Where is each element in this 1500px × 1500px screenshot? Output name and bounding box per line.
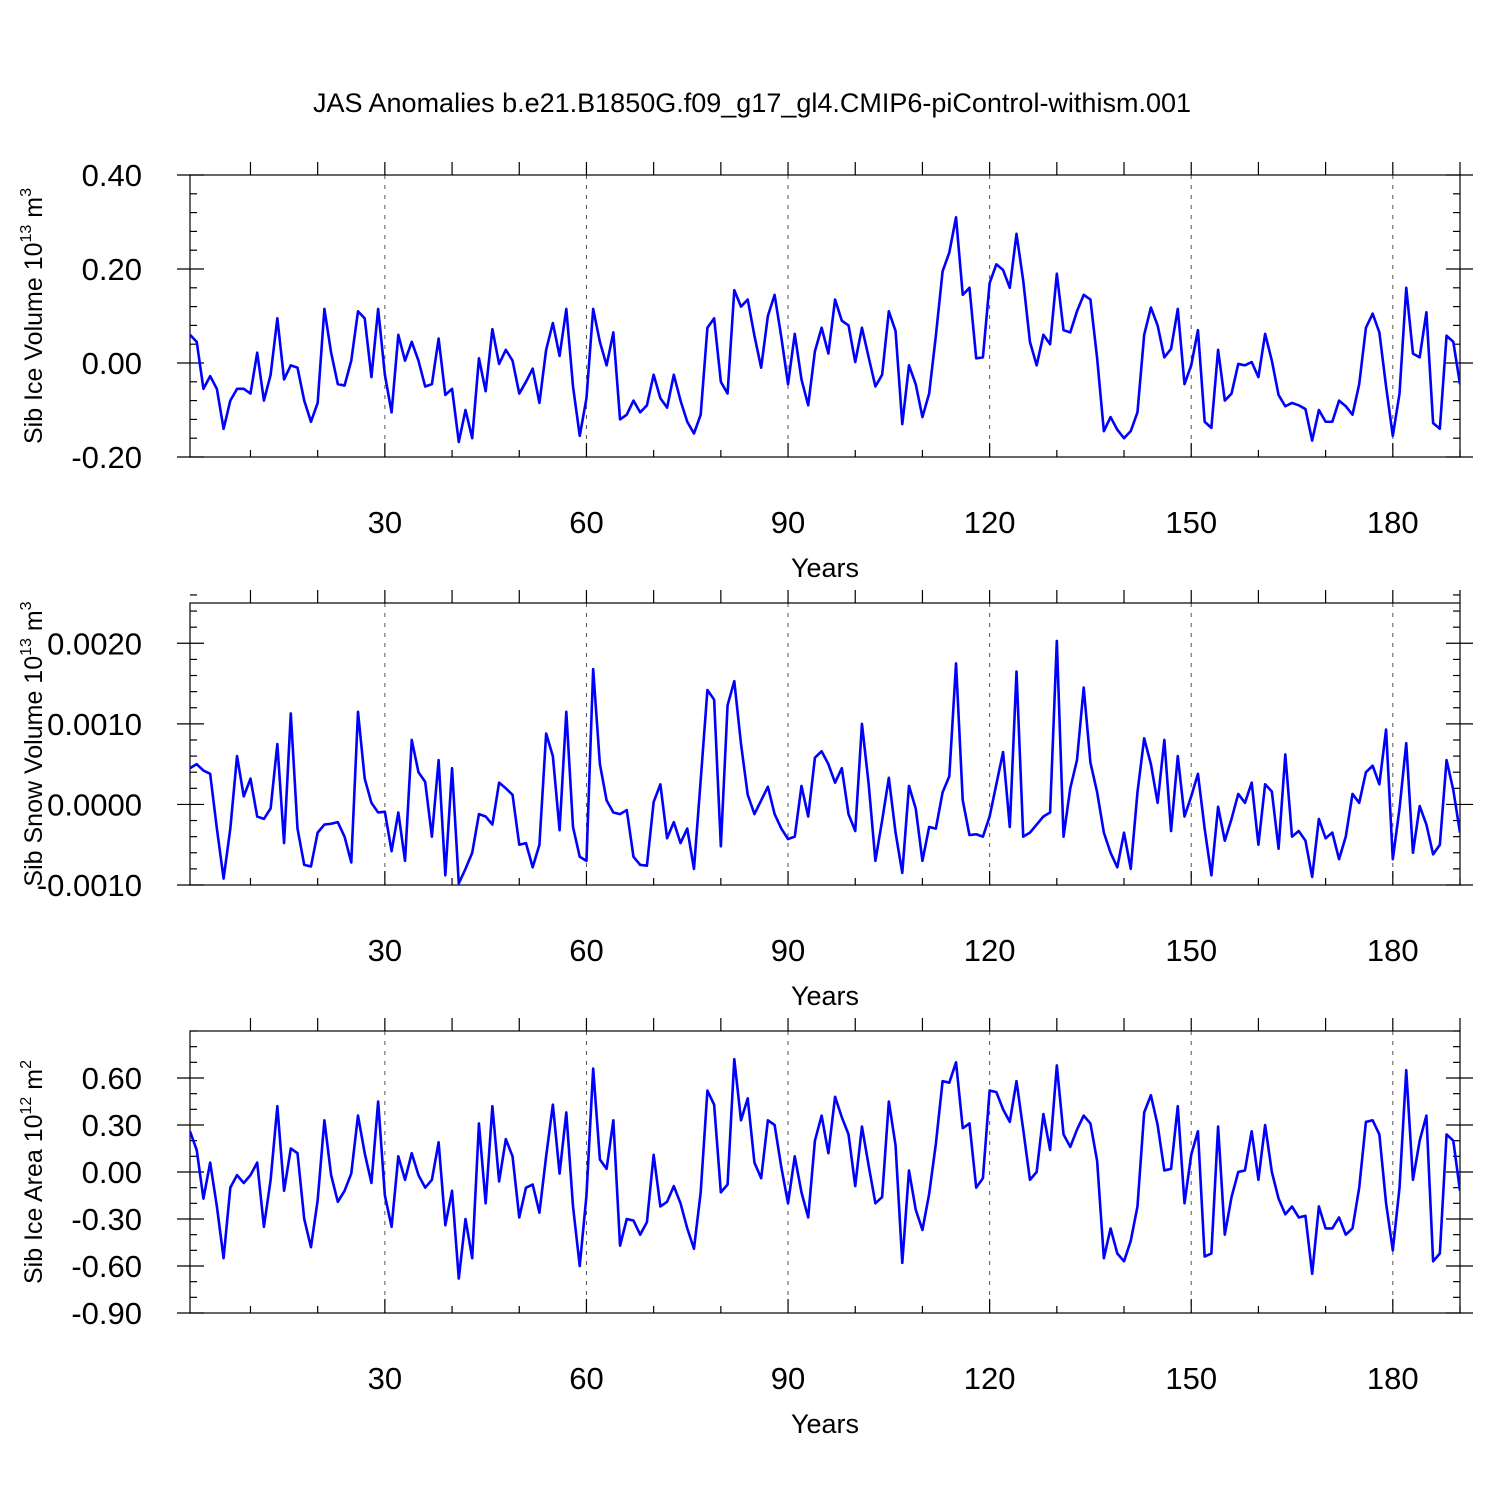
ytick-label: -0.20 xyxy=(71,440,142,475)
xtick-label: 120 xyxy=(964,933,1016,968)
ytick-label: 0.30 xyxy=(82,1108,142,1143)
xtick-label: 90 xyxy=(771,505,805,540)
series-line-3 xyxy=(190,1057,1460,1280)
xtick-label: 90 xyxy=(771,933,805,968)
y-axis-title-part: m xyxy=(20,1069,48,1097)
ytick-label: 0.0000 xyxy=(47,787,142,822)
y-axis-title-part: Sib Snow Volume 10 xyxy=(20,656,48,887)
y-axis-title-part: m xyxy=(20,610,48,638)
ytick-label: 0.20 xyxy=(82,252,142,287)
y-axis-title-part: Sib Ice Volume 10 xyxy=(20,242,48,444)
figure-title: JAS Anomalies b.e21.B1850G.f09_g17_gl4.C… xyxy=(313,88,1191,118)
x-axis-title: Years xyxy=(791,981,859,1011)
ytick-label: 0.60 xyxy=(82,1061,142,1096)
xtick-label: 120 xyxy=(964,505,1016,540)
ytick-label: 0.00 xyxy=(82,1155,142,1190)
chart-panel-2: 30 60 90 120 150 180 Years -0.0010 0.0000 0.0010 0… xyxy=(18,590,1473,1011)
y-axis-title-part: 12 xyxy=(18,1097,35,1115)
xtick-label: 150 xyxy=(1165,505,1217,540)
xtick-label: 150 xyxy=(1165,933,1217,968)
y-axis-title-part: 13 xyxy=(18,225,35,243)
xtick-label: 60 xyxy=(569,933,603,968)
xtick-label: 60 xyxy=(569,505,603,540)
y-axis-title-part: 3 xyxy=(18,188,35,197)
xtick-label: 150 xyxy=(1165,1361,1217,1396)
ytick-label: 0.0010 xyxy=(47,707,142,742)
x-axis-title: Years xyxy=(791,553,859,583)
ytick-label: 0.0020 xyxy=(47,626,142,661)
xtick-label: 30 xyxy=(368,933,402,968)
y-axis-title-part: 13 xyxy=(18,638,35,656)
y-axis-title: Sib Ice Volume 1013 m3 xyxy=(18,188,48,444)
chart-panel-3: 30 60 90 120 150 180 Years -0.90 -0.60 -0.30 0.00 0… xyxy=(18,1018,1473,1439)
ytick-label: -0.30 xyxy=(71,1202,142,1237)
ytick-label: -0.60 xyxy=(71,1249,142,1284)
xtick-label: 30 xyxy=(368,1361,402,1396)
y-axis-title-part: Sib Ice Area 10 xyxy=(20,1114,48,1284)
y-axis-title-part: 3 xyxy=(18,601,35,610)
series-line-2 xyxy=(190,639,1460,885)
xtick-label: 180 xyxy=(1367,933,1419,968)
plot-frame xyxy=(189,174,1461,458)
y-axis-title-part: m xyxy=(20,197,48,225)
ytick-label: -0.0010 xyxy=(37,868,142,903)
x-axis-title: Years xyxy=(791,1409,859,1439)
plot-frame xyxy=(189,602,1461,886)
y-axis-title: Sib Snow Volume 1013 m3 xyxy=(18,601,48,886)
ytick-label: -0.90 xyxy=(71,1296,142,1331)
xtick-label: 120 xyxy=(964,1361,1016,1396)
series-line-1 xyxy=(190,216,1460,444)
y-axis-title-part: 2 xyxy=(18,1060,35,1069)
xtick-label: 180 xyxy=(1367,505,1419,540)
plot-frame xyxy=(189,1030,1461,1314)
xtick-label: 180 xyxy=(1367,1361,1419,1396)
ytick-label: 0.40 xyxy=(82,158,142,193)
ytick-label: 0.00 xyxy=(82,346,142,381)
panels-group: 30 60 90 120 150 180 Years -0.20 0.00 0.20 0.40 Sib… xyxy=(18,158,1473,1439)
y-axis-title: Sib Ice Area 1012 m2 xyxy=(18,1060,48,1284)
xtick-label: 30 xyxy=(368,505,402,540)
xtick-label: 60 xyxy=(569,1361,603,1396)
chart-panel-1: 30 60 90 120 150 180 Years -0.20 0.00 0.20 0.40 Sib… xyxy=(18,158,1473,583)
xtick-label: 90 xyxy=(771,1361,805,1396)
